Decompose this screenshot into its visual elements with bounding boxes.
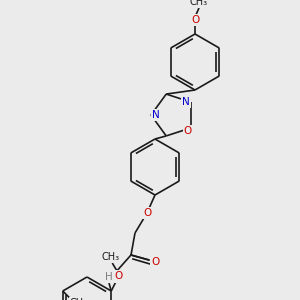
Text: O: O xyxy=(191,15,199,25)
Text: O: O xyxy=(184,126,192,136)
Text: N: N xyxy=(152,110,160,120)
Text: CH₃: CH₃ xyxy=(70,298,88,300)
Text: O: O xyxy=(143,208,151,218)
Text: O: O xyxy=(114,271,122,281)
Text: HN: HN xyxy=(105,272,121,282)
Text: N: N xyxy=(182,97,190,107)
Text: O: O xyxy=(151,257,159,267)
Text: CH₃: CH₃ xyxy=(190,0,208,7)
Text: CH₃: CH₃ xyxy=(101,252,119,262)
